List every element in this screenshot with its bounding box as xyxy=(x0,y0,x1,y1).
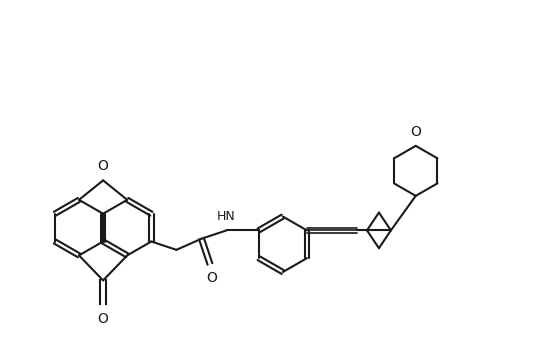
Text: O: O xyxy=(207,271,217,285)
Text: O: O xyxy=(410,125,421,139)
Text: HN: HN xyxy=(217,210,236,224)
Text: O: O xyxy=(98,159,109,173)
Text: O: O xyxy=(98,312,109,326)
